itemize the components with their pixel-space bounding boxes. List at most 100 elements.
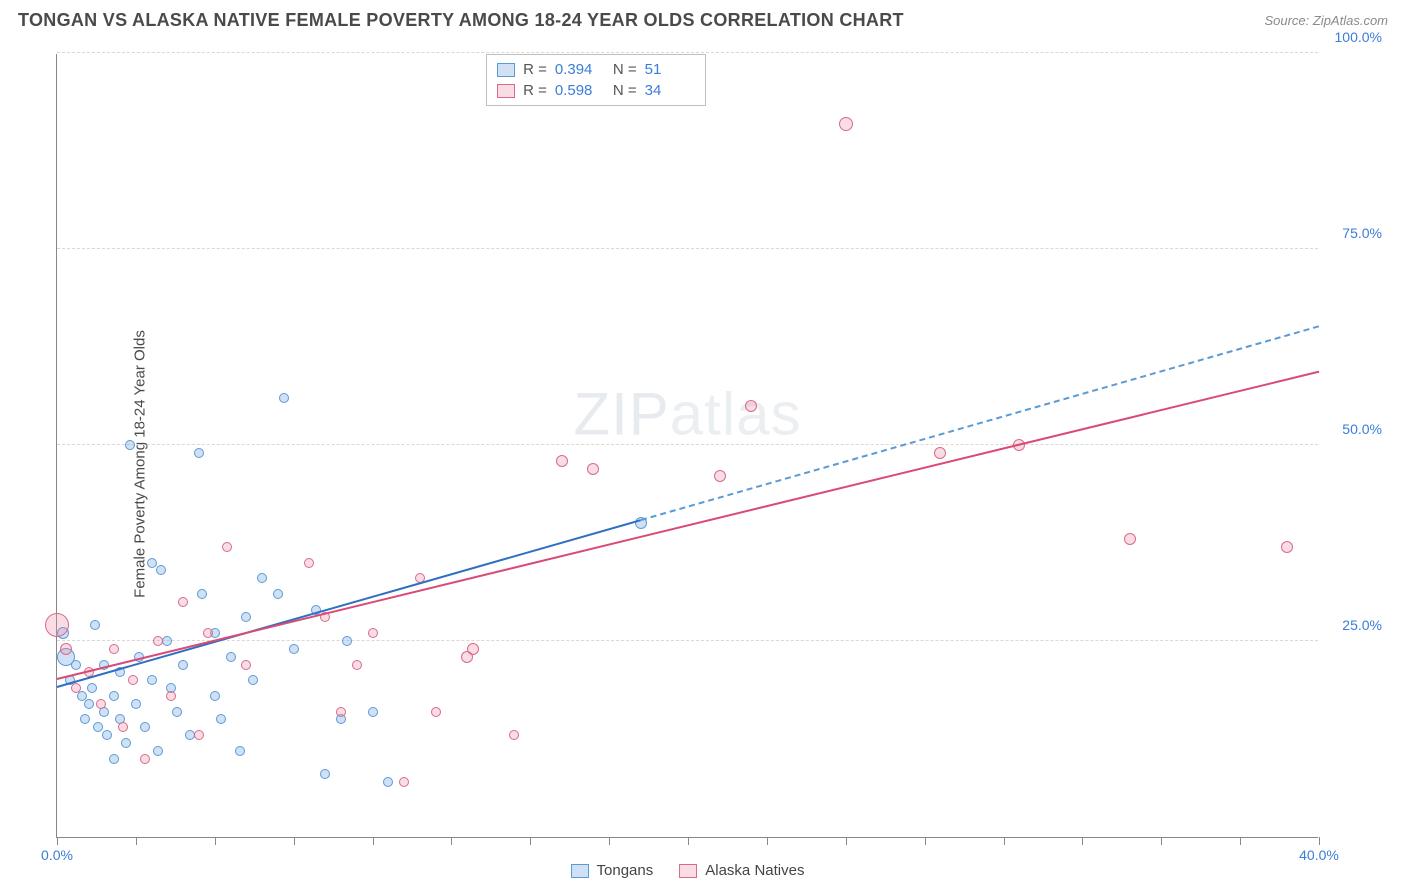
data-point-alaska <box>153 636 163 646</box>
x-tick <box>846 837 847 845</box>
data-point-alaska <box>109 644 119 654</box>
corr-n-label: N = <box>613 61 637 78</box>
data-point-tongans <box>279 393 289 403</box>
data-point-tongans <box>156 565 166 575</box>
data-point-alaska <box>587 463 599 475</box>
swatch-icon <box>679 864 697 878</box>
watermark: ZIPatlas <box>573 380 801 449</box>
gridline <box>57 444 1318 445</box>
x-tick <box>294 837 295 845</box>
legend-item-alaska: Alaska Natives <box>679 862 804 879</box>
corr-r-label: R = <box>523 82 547 99</box>
data-point-tongans <box>241 612 251 622</box>
x-tick <box>767 837 768 845</box>
correlation-box: R = 0.394 N = 51 R = 0.598 N = 34 <box>486 54 706 106</box>
y-tick-label: 50.0% <box>1342 421 1382 437</box>
x-tick <box>215 837 216 845</box>
x-tick <box>925 837 926 845</box>
data-point-alaska <box>118 722 128 732</box>
data-point-tongans <box>109 754 119 764</box>
trend-line <box>57 519 641 688</box>
y-tick-label: 25.0% <box>1342 617 1382 633</box>
corr-row-tongans: R = 0.394 N = 51 <box>497 59 695 80</box>
corr-r-label: R = <box>523 61 547 78</box>
data-point-alaska <box>745 400 757 412</box>
x-tick <box>136 837 137 845</box>
data-point-alaska <box>509 730 519 740</box>
data-point-tongans <box>153 746 163 756</box>
data-point-alaska <box>934 447 946 459</box>
data-point-tongans <box>147 558 157 568</box>
data-point-alaska <box>714 470 726 482</box>
plot-area: ZIPatlas R =0.394N =51R =0.598N =34 Tong… <box>56 54 1318 838</box>
data-point-alaska <box>1281 541 1293 553</box>
data-point-tongans <box>257 573 267 583</box>
data-point-tongans <box>342 636 352 646</box>
x-tick <box>609 837 610 845</box>
data-point-tongans <box>102 730 112 740</box>
data-point-tongans <box>210 691 220 701</box>
data-point-alaska <box>140 754 150 764</box>
corr-row-alaska: R = 0.598 N = 34 <box>497 80 695 101</box>
corr-r-value: 0.598 <box>555 82 605 99</box>
data-point-alaska <box>194 730 204 740</box>
data-point-alaska <box>166 691 176 701</box>
data-point-tongans <box>125 440 135 450</box>
trend-line <box>57 371 1319 680</box>
data-point-alaska <box>178 597 188 607</box>
source-attribution: Source: ZipAtlas.com <box>1264 13 1388 28</box>
gridline <box>57 52 1318 53</box>
x-tick <box>1240 837 1241 845</box>
data-point-tongans <box>383 777 393 787</box>
x-tick <box>530 837 531 845</box>
x-tick-label: 0.0% <box>41 847 73 863</box>
data-point-alaska <box>45 613 69 637</box>
data-point-alaska <box>222 542 232 552</box>
data-point-tongans <box>80 714 90 724</box>
data-point-tongans <box>235 746 245 756</box>
trend-line <box>640 325 1319 521</box>
gridline <box>57 248 1318 249</box>
data-point-alaska <box>203 628 213 638</box>
data-point-alaska <box>336 707 346 717</box>
swatch-icon <box>497 84 515 98</box>
data-point-tongans <box>93 722 103 732</box>
data-point-alaska <box>352 660 362 670</box>
corr-n-value: 51 <box>645 61 695 78</box>
data-point-tongans <box>197 589 207 599</box>
data-point-tongans <box>273 589 283 599</box>
data-point-alaska <box>467 643 479 655</box>
watermark-thin: atlas <box>670 381 802 448</box>
data-point-tongans <box>84 699 94 709</box>
x-tick <box>1161 837 1162 845</box>
x-tick-label: 40.0% <box>1299 847 1339 863</box>
y-tick-label: 75.0% <box>1342 225 1382 241</box>
data-point-tongans <box>216 714 226 724</box>
data-point-alaska <box>839 117 853 131</box>
x-tick <box>1004 837 1005 845</box>
legend-label: Tongans <box>597 862 654 879</box>
corr-n-value: 34 <box>645 82 695 99</box>
x-tick <box>1082 837 1083 845</box>
data-point-tongans <box>71 660 81 670</box>
data-point-tongans <box>140 722 150 732</box>
watermark-bold: ZIP <box>573 381 669 448</box>
x-tick <box>373 837 374 845</box>
data-point-tongans <box>178 660 188 670</box>
legend-label: Alaska Natives <box>705 862 804 879</box>
data-point-tongans <box>368 707 378 717</box>
data-point-tongans <box>289 644 299 654</box>
corr-r-value: 0.394 <box>555 61 605 78</box>
data-point-alaska <box>304 558 314 568</box>
data-point-tongans <box>320 769 330 779</box>
data-point-tongans <box>172 707 182 717</box>
corr-n-label: N = <box>613 82 637 99</box>
legend: Tongans Alaska Natives <box>571 862 805 879</box>
data-point-tongans <box>147 675 157 685</box>
data-point-tongans <box>87 683 97 693</box>
x-tick <box>688 837 689 845</box>
data-point-alaska <box>368 628 378 638</box>
data-point-alaska <box>96 699 106 709</box>
data-point-alaska <box>556 455 568 467</box>
data-point-alaska <box>60 643 72 655</box>
